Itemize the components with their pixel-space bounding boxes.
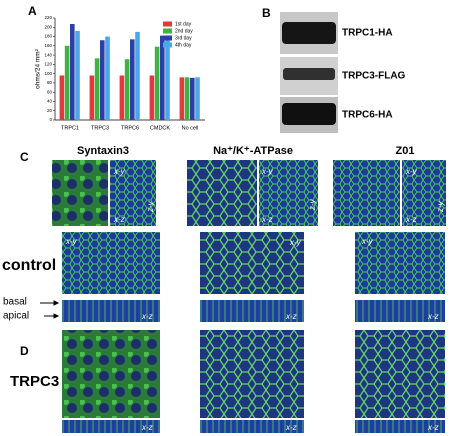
column-header: Syntaxin3 bbox=[77, 145, 129, 157]
blot-images bbox=[280, 12, 338, 133]
apical-label: apical bbox=[3, 311, 29, 322]
overlay-label: x-z bbox=[285, 312, 297, 321]
y-tick-label: 80 bbox=[47, 80, 53, 85]
bar bbox=[179, 77, 185, 120]
overlay-label: x-y bbox=[361, 237, 374, 246]
panel-label: C bbox=[20, 150, 29, 164]
bar bbox=[190, 77, 195, 120]
y-tick-label: 200 bbox=[44, 24, 52, 29]
legend-swatch bbox=[163, 35, 172, 41]
y-tick-label: 180 bbox=[44, 34, 52, 39]
legend-label: 2nd day bbox=[175, 28, 193, 34]
bar bbox=[70, 24, 75, 120]
bar bbox=[59, 75, 65, 120]
overlay-label: z-y bbox=[436, 200, 445, 213]
overlay-label: x-z bbox=[427, 423, 439, 432]
bar bbox=[130, 39, 135, 121]
bar bbox=[160, 35, 165, 121]
bar bbox=[124, 59, 130, 120]
overlay-label: x-z bbox=[427, 312, 439, 321]
bar bbox=[165, 38, 170, 121]
overlay-label: z-y bbox=[308, 198, 317, 211]
bar bbox=[149, 75, 155, 120]
column-header: Z01 bbox=[396, 145, 415, 157]
y-tick-label: 140 bbox=[44, 52, 52, 57]
blot-label: TRPC3-FLAG bbox=[342, 71, 406, 82]
panel-label: B bbox=[262, 6, 271, 20]
overlay-label: x-y bbox=[289, 238, 302, 247]
x-tick-label: TRPC6 bbox=[121, 125, 139, 131]
bar bbox=[94, 58, 100, 120]
y-tick-label: 40 bbox=[47, 99, 53, 104]
y-tick-label: 0 bbox=[49, 117, 52, 122]
x-tick-label: No cell bbox=[182, 125, 199, 131]
bar bbox=[105, 36, 110, 120]
basal-label: basal bbox=[3, 297, 27, 308]
legend-label: 3rd day bbox=[175, 35, 192, 41]
bar bbox=[100, 40, 105, 120]
bar bbox=[135, 31, 140, 121]
y-tick-label: 120 bbox=[44, 62, 52, 67]
row-label: control bbox=[2, 257, 56, 274]
legend-swatch bbox=[163, 21, 172, 27]
overlay-label: x-y bbox=[405, 167, 418, 176]
arrows bbox=[40, 300, 60, 319]
overlay-label: x-z bbox=[285, 423, 297, 432]
overlay-label: x-y bbox=[261, 167, 274, 176]
column-header: Na⁺/K⁺-ATPase bbox=[213, 145, 293, 157]
x-tick-label: TRPC1 bbox=[61, 125, 79, 131]
blot-label: TRPC6-HA bbox=[342, 110, 393, 121]
bar bbox=[75, 30, 80, 120]
micrographs bbox=[52, 160, 446, 433]
overlay-label: x-y bbox=[65, 237, 78, 246]
legend-label: 4th day bbox=[175, 42, 192, 48]
y-tick-label: 20 bbox=[47, 108, 53, 113]
legend-swatch bbox=[163, 42, 172, 48]
y-tick-label: 60 bbox=[47, 89, 53, 94]
bar bbox=[64, 45, 70, 121]
overlay-label: z-y bbox=[146, 200, 155, 213]
y-tick-label: 100 bbox=[44, 71, 52, 76]
bar bbox=[119, 75, 125, 120]
panel-label: A bbox=[28, 4, 37, 18]
bar bbox=[195, 77, 200, 120]
row-label: TRPC3 bbox=[10, 373, 59, 390]
overlay-label: x-z bbox=[261, 215, 273, 224]
y-tick-label: 160 bbox=[44, 43, 52, 48]
legend-swatch bbox=[163, 28, 172, 34]
y-tick-label: 220 bbox=[44, 15, 52, 20]
bar bbox=[154, 46, 160, 120]
x-tick-label: CMDCK bbox=[150, 125, 170, 131]
overlay-label: x-z bbox=[141, 423, 153, 432]
overlay-label: x-z bbox=[405, 215, 417, 224]
x-tick-label: TRPC3 bbox=[91, 125, 109, 131]
bar bbox=[89, 75, 95, 120]
legend-label: 1st day bbox=[175, 21, 192, 27]
overlay-label: x-y bbox=[113, 167, 126, 176]
bar bbox=[184, 77, 190, 120]
panel-label: D bbox=[20, 344, 29, 358]
overlay-label: x-z bbox=[113, 215, 125, 224]
overlay-label: x-z bbox=[141, 312, 153, 321]
y-axis-label: ohms/24 mm² bbox=[35, 48, 42, 89]
blot-label: TRPC1-HA bbox=[342, 28, 393, 39]
